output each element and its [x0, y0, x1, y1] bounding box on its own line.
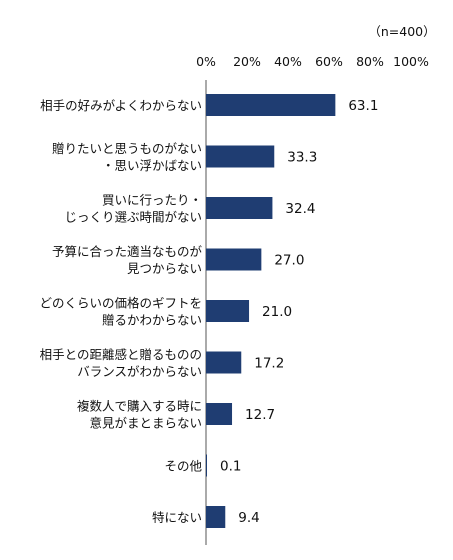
category-label: 相手の好みがよくわからない [40, 98, 202, 113]
category-label: ・思い浮かばない [102, 158, 202, 173]
category-label: その他 [164, 459, 202, 474]
category-label: 相手との距離感と贈るものの [40, 347, 202, 362]
category-label: 特にない [152, 510, 202, 525]
bar [206, 145, 275, 168]
value-label: 33.3 [287, 150, 317, 166]
category-label: 買いに行ったり・ [102, 193, 202, 208]
sample-size-note: （n=400） [368, 24, 435, 39]
bar [206, 351, 242, 374]
category-label: どのくらいの価格のギフトを [39, 296, 202, 311]
tick-label: 0% [196, 54, 216, 69]
category-label: バランスがわからない [77, 364, 202, 379]
value-label: 32.4 [285, 201, 315, 217]
x-axis-ticks: 0% 20% 40% 60% 80% 100% [196, 54, 429, 69]
bar [206, 506, 226, 528]
value-label: 12.7 [245, 407, 275, 423]
value-label: 9.4 [238, 510, 259, 526]
category-label: 見つからない [127, 261, 202, 276]
bar [206, 248, 262, 271]
category-label: 贈りたいと思うものがない [52, 141, 202, 156]
bars [206, 94, 336, 528]
value-label: 63.1 [348, 98, 378, 114]
category-label: 贈るかわからない [102, 313, 202, 328]
category-label: 予算に合った適当なものが [52, 244, 203, 259]
value-label: 17.2 [254, 356, 284, 372]
bar [206, 403, 233, 425]
tick-label: 100% [393, 54, 429, 69]
tick-label: 20% [233, 54, 261, 69]
value-label: 0.1 [220, 459, 241, 475]
bar [206, 197, 273, 219]
bar [206, 94, 336, 116]
bar [206, 300, 250, 322]
value-label: 27.0 [274, 253, 304, 269]
category-label: じっくり選ぶ時間がない [64, 210, 202, 225]
bar [206, 454, 207, 477]
tick-label: 80% [356, 54, 384, 69]
category-label: 複数人で購入する時に [77, 399, 202, 414]
category-labels: 相手の好みがよくわからない贈りたいと思うものがない・思い浮かばない買いに行ったり… [39, 98, 202, 525]
value-label: 21.0 [262, 304, 292, 320]
category-label: 意見がまとまらない [89, 416, 202, 431]
tick-label: 40% [274, 54, 302, 69]
tick-label: 60% [315, 54, 343, 69]
value-labels: 63.1 33.3 32.4 27.0 21.0 17.2 12.7 0.1 9.4 [220, 98, 378, 526]
